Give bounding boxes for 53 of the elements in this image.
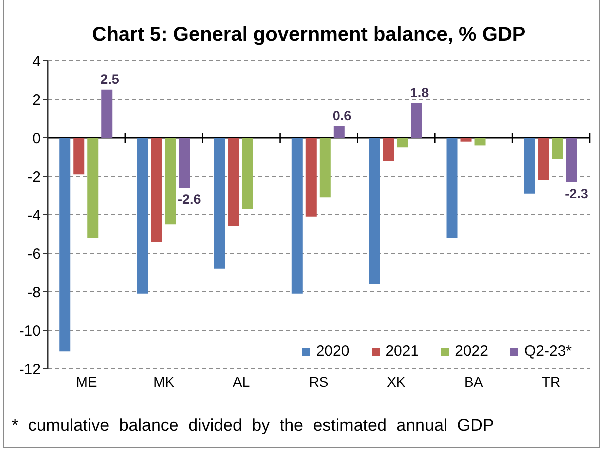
legend-label: 2020 [316,343,350,361]
y-tick-label: 2 [32,92,41,109]
x-tick-label: MK [154,374,176,390]
y-tick-label: -12 [19,361,41,378]
data-label: -2.6 [178,192,202,208]
legend-label: 2022 [455,343,488,361]
bar [137,138,148,294]
bar [102,90,113,138]
data-label: -2.3 [565,186,589,202]
bar [538,138,550,180]
bar [242,138,254,210]
bar [397,138,408,148]
bar [369,138,380,284]
bar [165,138,176,225]
chart-title: Chart 5: General government balance, % GDP [92,24,526,46]
x-tick-label: XK [387,374,406,390]
bar [88,138,99,238]
bar [411,103,422,138]
bar [474,138,486,146]
bar [524,138,536,194]
y-tick-label: 4 [32,53,41,70]
bar [214,138,226,269]
x-tick-label: RS [309,374,329,390]
y-tick-label: -2 [28,168,41,186]
legend-label: Q2-23* [524,343,572,361]
bar [460,138,472,142]
bar [320,138,331,198]
x-tick-label: AL [233,374,250,390]
x-tick-label: ME [76,374,98,390]
bar [60,138,71,352]
x-tick-label: TR [542,374,561,390]
bar [151,138,162,242]
y-tick-label: -6 [28,246,41,263]
data-label: 2.5 [100,72,120,87]
y-tick-label: 0 [32,130,41,148]
y-tick-label: -8 [28,284,41,302]
bar [446,138,458,238]
bar [179,138,190,188]
legend-label: 2021 [386,343,420,361]
bar [334,126,345,138]
x-tick-label: BA [464,374,484,390]
text: * cumulative balance divided by the estimated annual GDP [12,416,494,435]
bar [566,138,578,182]
bar [306,138,317,217]
y-tick-label: -4 [28,207,41,224]
bar [228,138,240,227]
bar [552,138,564,160]
data-label: 0.6 [332,108,352,124]
bar [292,138,303,294]
bar [74,138,85,175]
y-tick-label: -10 [19,322,41,340]
bar [383,138,394,162]
data-label: 1.8 [410,85,430,100]
